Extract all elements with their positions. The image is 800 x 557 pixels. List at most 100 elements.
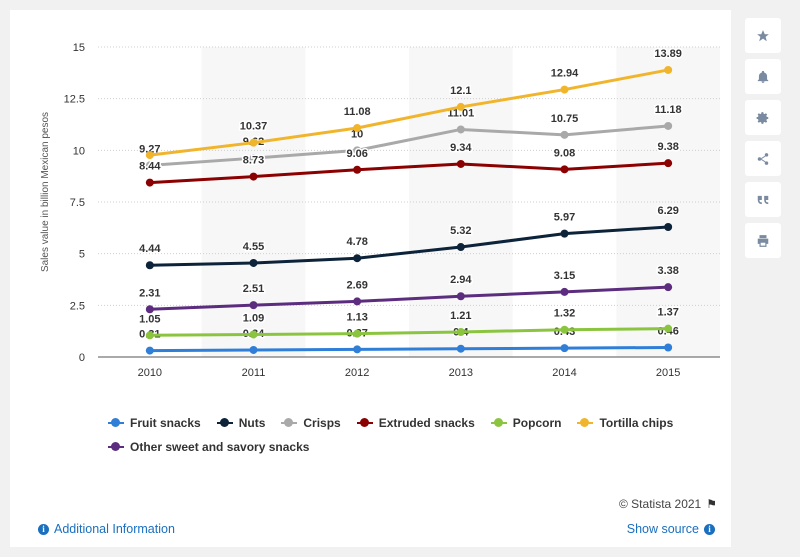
- data-label: 8.73: [243, 155, 264, 167]
- data-point: [249, 138, 258, 147]
- share-button[interactable]: [745, 141, 781, 176]
- share-icon: [757, 152, 769, 165]
- legend-item[interactable]: Extruded snacks: [356, 414, 475, 432]
- additional-information-link[interactable]: i Additional Information: [38, 522, 175, 536]
- data-point: [145, 331, 154, 340]
- notification-button[interactable]: [745, 59, 781, 94]
- info-icon: i: [38, 523, 49, 535]
- legend-label: Fruit snacks: [130, 416, 201, 430]
- data-label: 1.09: [243, 312, 264, 324]
- quote-icon: [757, 195, 769, 204]
- legend-item[interactable]: Fruit snacks: [108, 414, 201, 432]
- data-point: [664, 223, 673, 232]
- show-source-label: Show source: [626, 522, 699, 536]
- data-label: 11.08: [344, 106, 371, 118]
- cite-button[interactable]: [745, 182, 781, 217]
- data-point: [560, 325, 569, 334]
- data-point: [456, 327, 465, 336]
- series-line: [148, 285, 670, 311]
- data-label: 9.06: [346, 148, 367, 160]
- legend-label: Nuts: [238, 416, 266, 430]
- data-label: 2.31: [139, 287, 160, 299]
- print-button[interactable]: [745, 223, 781, 258]
- chart-card: 0 2.5 5 7.5 10 12.5 15 2010 2011 2012 2013 2014 2015…: [10, 10, 731, 547]
- favorite-button[interactable]: [745, 18, 781, 53]
- additional-information-label: Additional Information: [54, 522, 175, 536]
- y-tick-label: 5: [79, 249, 85, 261]
- series-line: [148, 124, 670, 167]
- data-label: 11.18: [655, 104, 682, 116]
- legend-label: Popcorn: [512, 416, 562, 430]
- data-label: 2.94: [450, 274, 472, 286]
- data-point: [249, 154, 258, 163]
- series-line: [148, 327, 670, 337]
- data-point: [456, 344, 465, 353]
- legend-label: Other sweet and savory snacks: [130, 440, 310, 454]
- data-label: 9.34: [450, 142, 472, 154]
- legend-label: Extruded snacks: [378, 416, 475, 430]
- data-label: 4.44: [139, 243, 161, 255]
- data-point: [456, 125, 465, 134]
- data-point: [353, 297, 362, 306]
- data-label: 1.32: [554, 308, 575, 320]
- data-label: 13.89: [654, 48, 682, 60]
- legend-item[interactable]: Nuts: [216, 414, 266, 432]
- y-axis-title: Sales value in billion Mexican pesos: [40, 112, 51, 272]
- settings-button[interactable]: [745, 100, 781, 135]
- legend-item[interactable]: Popcorn: [490, 414, 562, 432]
- series-line: [148, 345, 670, 353]
- data-label: 1.21: [450, 310, 471, 322]
- data-label: 1.13: [346, 312, 367, 324]
- data-point: [145, 178, 154, 187]
- y-tick-label: 7.5: [70, 197, 85, 209]
- data-label: 6.29: [657, 205, 678, 217]
- legend-item[interactable]: Crisps: [281, 414, 341, 432]
- data-point: [560, 344, 569, 353]
- data-label: 10.75: [551, 113, 579, 125]
- y-tick-label: 2.5: [70, 300, 85, 312]
- data-point: [145, 346, 154, 355]
- line-chart: 0 2.5 5 7.5 10 12.5 15 2010 2011 2012 2013 2014 2015…: [40, 42, 720, 379]
- legend-marker: [580, 418, 590, 427]
- x-tick-label: 2012: [345, 367, 369, 379]
- data-point: [664, 121, 673, 130]
- data-label: 4.78: [346, 236, 367, 248]
- data-point: [560, 287, 569, 296]
- legend-item[interactable]: Tortilla chips: [577, 414, 673, 432]
- legend-marker: [111, 418, 120, 427]
- x-tick-label: 2014: [552, 367, 576, 379]
- data-point: [249, 258, 258, 267]
- data-point: [249, 172, 258, 181]
- data-label: 4.55: [243, 241, 264, 253]
- data-point: [353, 124, 362, 133]
- legend-marker: [359, 418, 369, 427]
- data-point: [353, 146, 362, 155]
- data-label: 12.94: [551, 68, 579, 80]
- credit-text: © Statista 2021: [619, 497, 702, 511]
- legend-label: Tortilla chips: [599, 416, 674, 430]
- data-label: 2.69: [346, 279, 367, 291]
- show-source-link[interactable]: Show source i: [627, 522, 715, 536]
- x-tick-label: 2011: [242, 367, 266, 379]
- data-label: 3.38: [657, 265, 678, 277]
- data-label: 8.44: [139, 161, 161, 173]
- data-point: [249, 330, 258, 339]
- data-point: [353, 165, 362, 174]
- legend-swatch: [108, 442, 124, 451]
- flag-icon[interactable]: ⚑: [706, 497, 717, 511]
- data-point: [456, 102, 465, 111]
- data-point: [249, 345, 258, 354]
- data-label: 3.15: [554, 270, 575, 282]
- legend-swatch: [108, 418, 124, 427]
- data-point: [664, 324, 673, 333]
- data-point: [664, 159, 673, 168]
- legend-item[interactable]: Other sweet and savory snacks: [108, 438, 309, 456]
- data-point: [145, 161, 154, 170]
- statista-credit: © Statista 2021 ⚑: [619, 497, 717, 511]
- series-line: [148, 161, 670, 185]
- data-point: [145, 151, 154, 160]
- sidebar-toolbar: [745, 18, 781, 258]
- data-label: 1.05: [139, 313, 160, 325]
- data-point: [353, 345, 362, 354]
- data-point: [560, 165, 569, 174]
